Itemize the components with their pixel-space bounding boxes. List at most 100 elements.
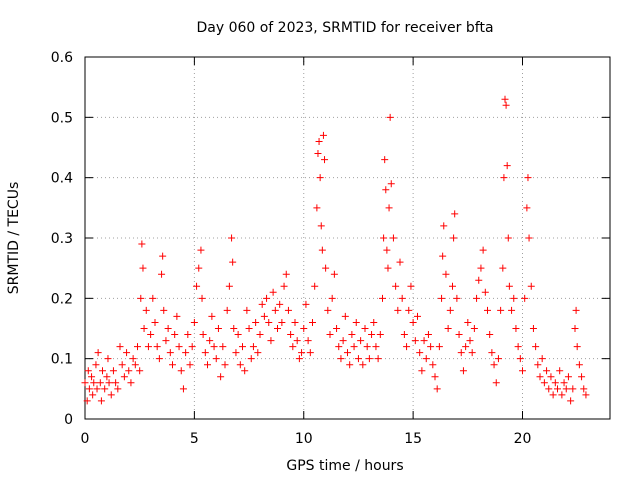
data-point <box>442 270 450 278</box>
data-point <box>438 294 446 302</box>
data-point <box>265 318 273 326</box>
data-point <box>212 355 220 363</box>
data-point <box>545 385 553 393</box>
chart-title: Day 060 of 2023, SRMTID for receiver bft… <box>196 20 493 36</box>
data-point <box>302 300 310 308</box>
data-point <box>464 318 472 326</box>
y-tick-label: 0.3 <box>51 231 73 247</box>
data-point <box>269 288 277 296</box>
data-point <box>186 361 194 369</box>
data-point <box>182 349 190 357</box>
data-point <box>137 294 145 302</box>
data-point <box>321 156 329 164</box>
data-point <box>363 343 371 351</box>
data-point <box>433 385 441 393</box>
data-point <box>217 373 225 381</box>
x-tick-label: 5 <box>190 431 199 447</box>
data-point <box>260 312 268 320</box>
data-point <box>457 349 465 357</box>
data-point <box>529 325 537 332</box>
data-point <box>206 337 214 345</box>
data-point <box>160 306 168 314</box>
data-point <box>359 361 367 369</box>
data-point <box>85 385 93 393</box>
data-point <box>394 306 402 314</box>
data-point <box>554 385 561 393</box>
data-point <box>386 113 394 121</box>
data-point <box>504 234 512 242</box>
data-point <box>374 355 382 363</box>
data-point <box>403 343 411 351</box>
data-point <box>144 343 152 351</box>
data-point <box>350 343 358 351</box>
data-point <box>219 343 227 351</box>
data-point <box>225 282 233 290</box>
data-point <box>335 343 343 351</box>
y-tick-label: 0.2 <box>51 291 73 307</box>
data-point <box>223 306 231 314</box>
data-point <box>475 276 483 284</box>
data-point <box>230 325 238 332</box>
data-point <box>567 397 575 405</box>
y-axis-label: SRMTID / TECUs <box>6 182 22 295</box>
data-point <box>492 379 500 387</box>
data-point <box>309 318 316 326</box>
data-point <box>311 282 319 290</box>
data-point <box>236 361 244 369</box>
data-point <box>97 397 105 405</box>
data-point <box>162 337 170 345</box>
data-point <box>582 391 590 399</box>
data-point <box>109 367 117 375</box>
data-point <box>477 264 485 272</box>
data-point <box>201 349 209 357</box>
data-point <box>450 234 458 242</box>
data-point <box>149 294 157 302</box>
data-point <box>479 246 487 254</box>
data-point <box>184 331 192 339</box>
data-point <box>435 343 443 351</box>
data-point <box>508 306 516 314</box>
data-point <box>190 318 198 326</box>
data-point <box>365 355 373 363</box>
data-point <box>405 306 413 314</box>
data-point <box>512 325 520 332</box>
data-point <box>383 246 391 254</box>
data-point <box>484 306 491 314</box>
data-point <box>451 210 459 218</box>
data-point <box>221 361 229 369</box>
data-point <box>99 367 106 375</box>
data-point <box>384 264 392 272</box>
data-point <box>289 343 297 351</box>
data-point <box>249 343 257 351</box>
data-point <box>306 349 314 357</box>
data-point <box>138 240 146 248</box>
data-point <box>571 325 579 332</box>
data-point <box>164 325 172 332</box>
data-point <box>252 318 260 326</box>
data-point <box>551 379 559 387</box>
data-point <box>319 131 327 139</box>
data-point <box>501 95 509 103</box>
data-point <box>422 355 430 363</box>
data-point <box>486 331 494 339</box>
data-point <box>354 355 362 363</box>
data-point <box>276 300 284 308</box>
data-point <box>381 156 389 164</box>
data-point <box>314 150 322 158</box>
data-point <box>372 343 380 351</box>
data-point <box>214 325 222 332</box>
data-point <box>558 391 566 399</box>
data-point <box>385 204 393 212</box>
data-point <box>120 373 128 381</box>
data-point <box>195 264 203 272</box>
data-point <box>459 367 467 375</box>
data-point <box>96 379 104 387</box>
data-point <box>229 258 237 266</box>
data-point <box>151 318 159 326</box>
data-point <box>287 331 295 339</box>
x-tick-label: 15 <box>404 431 422 447</box>
data-point <box>280 282 288 290</box>
data-point <box>295 355 303 363</box>
data-point <box>239 343 246 351</box>
data-point <box>330 270 338 278</box>
